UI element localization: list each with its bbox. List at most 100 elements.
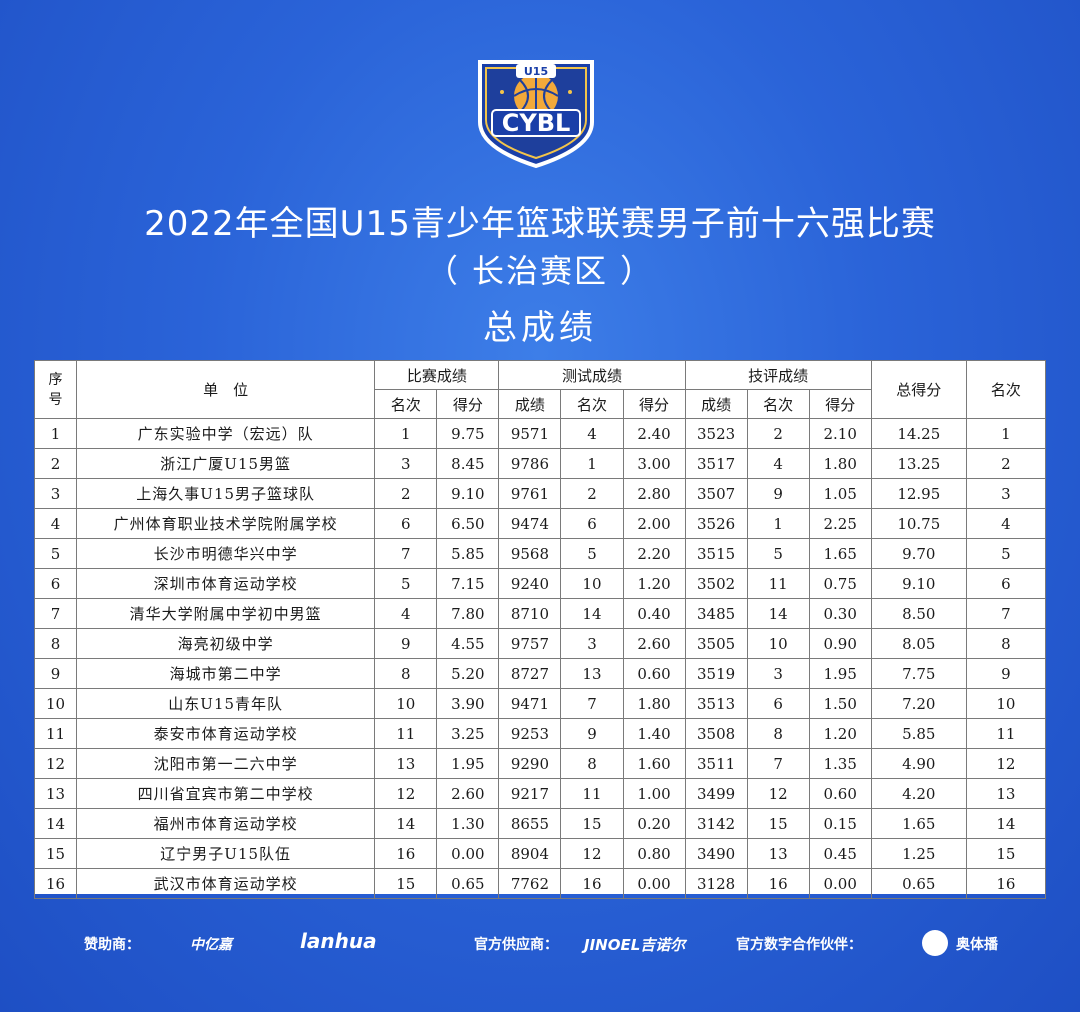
cell-m-score: 6.50 <box>436 508 500 539</box>
cell-t-result: 8710 <box>498 598 562 629</box>
cell-m-score: 8.45 <box>436 448 500 479</box>
cell-seq: 15 <box>33 838 78 869</box>
cell-m-score: 7.80 <box>436 598 500 629</box>
cell-t-rank: 8 <box>560 748 624 779</box>
cell-m-rank: 11 <box>374 718 438 749</box>
cell-name: 广州体育职业技术学院附属学校 <box>76 508 376 539</box>
footer-sponsors: 赞助商： 中亿嘉 lanhua 官方供应商： JINOEL吉诺尔 官方数字合作伙… <box>0 928 1080 958</box>
cell-rank: 16 <box>965 868 1047 899</box>
cell-j-result: 3511 <box>684 748 748 779</box>
cell-total: 13.25 <box>870 448 967 479</box>
cell-m-rank: 12 <box>374 778 438 809</box>
header-tech-result: 成绩 <box>684 389 748 419</box>
cell-j-result: 3142 <box>684 808 748 839</box>
cell-m-score: 5.20 <box>436 658 500 689</box>
header-test-score: 得分 <box>622 389 686 419</box>
cell-t-score: 0.60 <box>622 658 686 689</box>
header-match-score: 得分 <box>436 389 500 419</box>
cell-m-score: 9.10 <box>436 478 500 509</box>
cell-total: 10.75 <box>870 508 967 539</box>
header-match-group: 比赛成绩 <box>374 360 500 390</box>
cell-total: 7.75 <box>870 658 967 689</box>
cell-m-rank: 4 <box>374 598 438 629</box>
cell-j-rank: 9 <box>746 478 810 509</box>
cell-j-rank: 6 <box>746 688 810 719</box>
cell-j-rank: 5 <box>746 538 810 569</box>
cell-j-result: 3502 <box>684 568 748 599</box>
supplier-label: 官方供应商： <box>474 937 558 953</box>
header-test-result: 成绩 <box>498 389 562 419</box>
cell-j-score: 1.65 <box>808 538 872 569</box>
cell-t-score: 1.60 <box>622 748 686 779</box>
cell-m-score: 2.60 <box>436 778 500 809</box>
digital-partner-icon <box>922 930 948 956</box>
cell-name: 福州市体育运动学校 <box>76 808 376 839</box>
cell-rank: 6 <box>965 568 1047 599</box>
cell-t-result: 9568 <box>498 538 562 569</box>
cell-m-score: 1.95 <box>436 748 500 779</box>
cell-total: 4.90 <box>870 748 967 779</box>
cell-name: 武汉市体育运动学校 <box>76 868 376 899</box>
cell-t-result: 9757 <box>498 628 562 659</box>
cell-t-rank: 4 <box>560 418 624 449</box>
cybl-logo: U15 CYBL <box>478 60 594 168</box>
cell-m-score: 9.75 <box>436 418 500 449</box>
digital-partner-label: 官方数字合作伙伴： <box>736 937 862 953</box>
cell-t-score: 0.80 <box>622 838 686 869</box>
table-row: 4 广州体育职业技术学院附属学校 6 6.50 9474 6 2.00 3526 1 2.25 10… <box>33 508 1047 539</box>
cell-j-rank: 12 <box>746 778 810 809</box>
cell-rank: 1 <box>965 418 1047 449</box>
cell-m-rank: 13 <box>374 748 438 779</box>
cell-total: 1.65 <box>870 808 967 839</box>
cell-t-rank: 7 <box>560 688 624 719</box>
header-tech-rank: 名次 <box>746 389 810 419</box>
cell-j-result: 3513 <box>684 688 748 719</box>
sponsor-logo-1: 中亿嘉 <box>190 937 232 953</box>
cell-j-result: 3517 <box>684 448 748 479</box>
table-row: 8 海亮初级中学 9 4.55 9757 3 2.60 3505 10 0.90 8.05 8 <box>33 628 1047 659</box>
cell-t-score: 0.00 <box>622 868 686 899</box>
cell-seq: 11 <box>33 718 78 749</box>
table-row: 11 泰安市体育运动学校 11 3.25 9253 9 1.40 3508 8 1.20 5.85 1… <box>33 718 1047 749</box>
cell-m-rank: 5 <box>374 568 438 599</box>
cell-seq: 10 <box>33 688 78 719</box>
cell-rank: 10 <box>965 688 1047 719</box>
table-row: 10 山东U15青年队 10 3.90 9471 7 1.80 3513 6 1.50 7.20 10 <box>33 688 1047 719</box>
cell-j-rank: 16 <box>746 868 810 899</box>
cell-j-score: 1.95 <box>808 658 872 689</box>
cell-t-score: 0.20 <box>622 808 686 839</box>
cell-rank: 13 <box>965 778 1047 809</box>
cell-t-rank: 6 <box>560 508 624 539</box>
cell-t-score: 2.00 <box>622 508 686 539</box>
cell-m-score: 3.25 <box>436 718 500 749</box>
header-unit: 单 位 <box>76 360 376 419</box>
cell-rank: 9 <box>965 658 1047 689</box>
cell-total: 9.70 <box>870 538 967 569</box>
cell-j-rank: 13 <box>746 838 810 869</box>
cell-t-score: 1.20 <box>622 568 686 599</box>
table-row: 5 长沙市明德华兴中学 7 5.85 9568 5 2.20 3515 5 1.65 9.70 5 <box>33 538 1047 569</box>
table-row: 15 辽宁男子U15队伍 16 0.00 8904 12 0.80 3490 13 0.45 1.2… <box>33 838 1047 869</box>
cell-j-result: 3526 <box>684 508 748 539</box>
cell-t-rank: 13 <box>560 658 624 689</box>
cell-t-result: 9571 <box>498 418 562 449</box>
cell-j-result: 3515 <box>684 538 748 569</box>
cell-j-rank: 2 <box>746 418 810 449</box>
cell-j-rank: 3 <box>746 658 810 689</box>
cell-t-result: 9253 <box>498 718 562 749</box>
cell-t-rank: 14 <box>560 598 624 629</box>
cell-m-rank: 9 <box>374 628 438 659</box>
cell-t-result: 7762 <box>498 868 562 899</box>
cell-m-rank: 15 <box>374 868 438 899</box>
cell-t-rank: 16 <box>560 868 624 899</box>
table-row: 3 上海久事U15男子篮球队 2 9.10 9761 2 2.80 3507 9 1.05 12.9… <box>33 478 1047 509</box>
header-tech-score: 得分 <box>808 389 872 419</box>
sponsor-label: 赞助商： <box>84 937 140 953</box>
cell-j-rank: 1 <box>746 508 810 539</box>
cell-m-rank: 2 <box>374 478 438 509</box>
cell-m-rank: 8 <box>374 658 438 689</box>
cell-seq: 14 <box>33 808 78 839</box>
cell-name: 浙江广厦U15男篮 <box>76 448 376 479</box>
cell-name: 清华大学附属中学初中男篮 <box>76 598 376 629</box>
cell-m-score: 0.65 <box>436 868 500 899</box>
